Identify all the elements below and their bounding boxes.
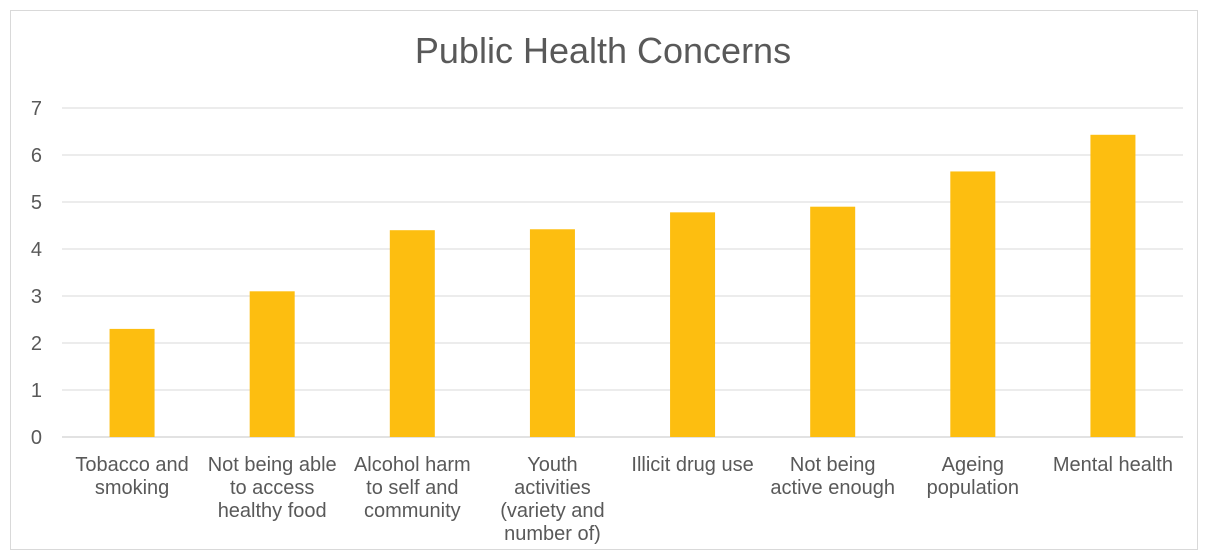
- x-category-label: Youth activities (variety and number of): [500, 454, 605, 545]
- bar: [529, 229, 575, 437]
- y-tick-label: 0: [31, 427, 42, 449]
- y-tick-label: 3: [31, 286, 42, 308]
- bar: [249, 291, 295, 437]
- y-tick-label: 7: [31, 98, 42, 120]
- chart-title: Public Health Concerns: [414, 30, 792, 71]
- y-tick-label: 2: [31, 333, 42, 355]
- x-category-label: Not being able to access healthy food: [208, 454, 337, 522]
- bar: [389, 230, 435, 437]
- x-category-label: Not being active enough: [770, 454, 895, 499]
- y-tick-label: 4: [31, 239, 42, 261]
- x-category-label: Mental health: [1053, 454, 1173, 476]
- bar: [670, 212, 716, 437]
- x-category-label: Tobacco and smoking: [75, 454, 188, 499]
- gridlines: [62, 107, 1183, 438]
- bars: [109, 134, 1136, 438]
- y-tick-label: 5: [31, 192, 42, 214]
- x-category-label: Alcohol harm to self and community: [354, 454, 471, 522]
- bar: [810, 206, 856, 437]
- y-tick-label: 1: [31, 380, 42, 402]
- x-axis-labels: Tobacco and smoking Not being able to acces…: [75, 454, 1173, 545]
- bar: [109, 328, 155, 437]
- x-category-label: Illicit drug use: [631, 454, 753, 476]
- bar: [950, 171, 996, 437]
- bar: [1090, 134, 1136, 438]
- chart-frame: [10, 10, 1198, 550]
- y-tick-label: 6: [31, 145, 42, 167]
- x-category-label: Ageing population: [927, 454, 1019, 499]
- y-axis-ticks: 0 1 2 3 4 5 6 7: [31, 98, 42, 449]
